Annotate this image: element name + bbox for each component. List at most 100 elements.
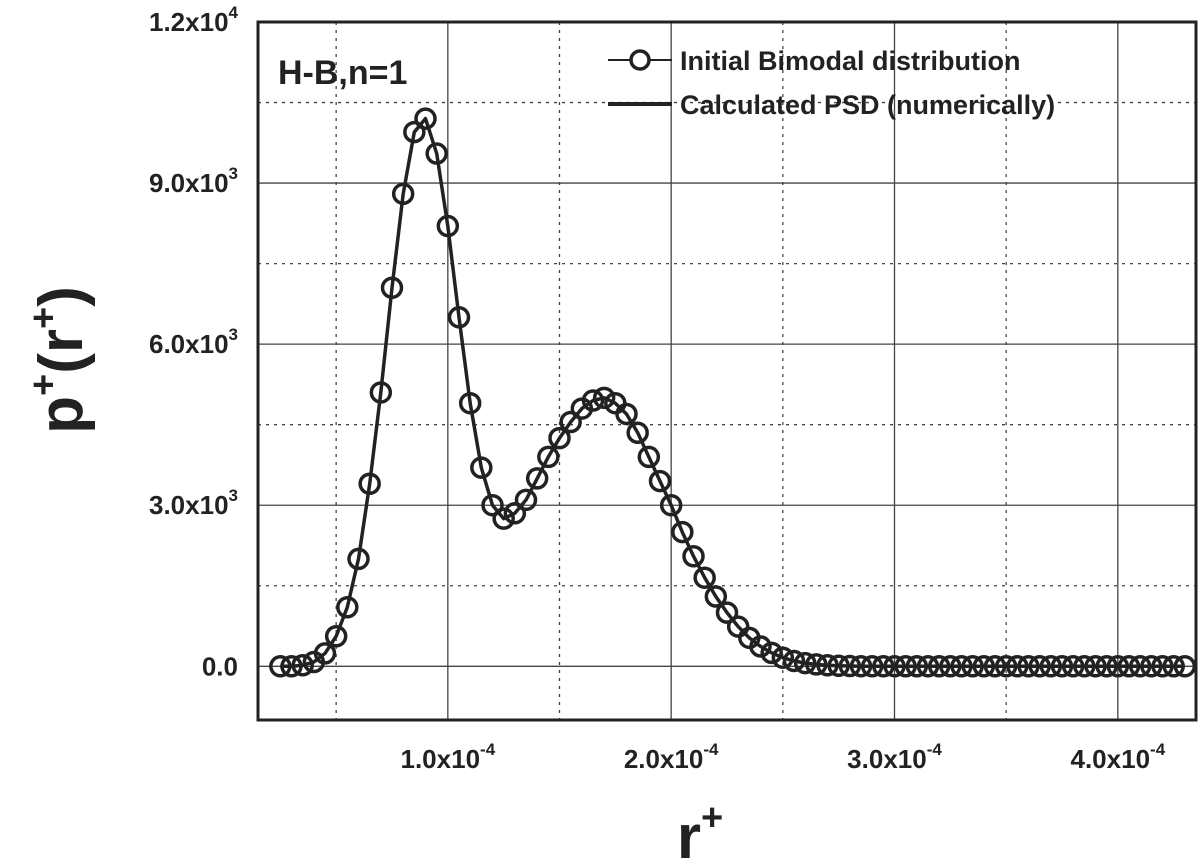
data-point-marker: [961, 655, 984, 678]
y-tick-label: 3.0x103: [149, 486, 238, 520]
y-tick-label: 6.0x103: [149, 325, 238, 359]
data-point-marker: [458, 391, 482, 415]
data-point-marker: [336, 595, 359, 619]
data-point-marker: [894, 655, 917, 678]
x-tick-label: 4.0x10-4: [1071, 740, 1166, 774]
y-tick-label: 9.0x103: [149, 164, 238, 198]
x-axis-tick-labels: 1.0x10-4 2.0x10-4 3.0x10-4 4.0x10-4: [401, 740, 1166, 774]
data-point-marker: [994, 655, 1018, 678]
data-point-marker: [380, 276, 404, 300]
initial-bimodal-markers: [269, 107, 1197, 678]
data-point-marker: [760, 641, 783, 665]
data-point-marker: [715, 601, 739, 624]
data-point-marker: [414, 107, 437, 130]
data-point-marker: [849, 654, 873, 678]
data-point-marker: [1061, 655, 1085, 678]
data-point-marker: [592, 386, 616, 410]
data-point-marker: [704, 585, 728, 608]
y-axis-tick-labels: 0.0 3.0x103 6.0x103 9.0x103 1.2x104: [149, 3, 239, 681]
data-point-marker: [726, 615, 750, 638]
annotation-label: H-B,n=1: [278, 54, 407, 92]
y-tick-label: 1.2x104: [149, 3, 239, 37]
data-point-marker: [1006, 655, 1029, 678]
series-layer: [269, 107, 1197, 678]
data-point-marker: [503, 502, 527, 525]
data-point-marker: [838, 654, 862, 678]
data-point-marker: [615, 402, 638, 426]
data-point-marker: [581, 389, 605, 412]
data-point-marker: [525, 467, 549, 490]
data-point-marker: [1050, 655, 1074, 678]
data-point-marker: [983, 655, 1007, 678]
data-point-marker: [771, 646, 795, 669]
calculated-psd-line: [280, 116, 1185, 669]
data-point-marker: [793, 651, 817, 675]
data-point-marker: [1017, 655, 1040, 678]
data-point-marker: [626, 421, 649, 444]
legend-marker-circle: [629, 49, 651, 71]
x-axis-title: r+: [677, 797, 723, 863]
data-point-marker: [872, 655, 895, 678]
data-point-marker: [391, 182, 415, 206]
x-tick-label: 1.0x10-4: [401, 740, 496, 774]
data-point-marker: [827, 654, 850, 678]
data-point-marker: [324, 624, 348, 648]
data-point-marker: [1162, 655, 1185, 678]
data-point-marker: [291, 653, 314, 677]
data-point-marker: [1106, 655, 1130, 678]
y-tick-label: 0.0: [202, 651, 238, 681]
data-point-marker: [313, 642, 337, 665]
data-point-marker: [1140, 655, 1163, 678]
data-point-marker: [693, 566, 716, 589]
data-point-marker: [1095, 655, 1118, 678]
data-point-marker: [637, 445, 661, 469]
data-point-marker: [671, 520, 694, 544]
data-point-marker: [492, 507, 515, 530]
data-point-marker: [805, 653, 828, 676]
data-point-marker: [447, 306, 471, 329]
x-tick-label: 2.0x10-4: [624, 740, 719, 774]
data-point-marker: [470, 456, 493, 479]
data-point-marker: [514, 488, 538, 512]
data-point-marker: [559, 410, 582, 434]
data-point-marker: [927, 655, 951, 678]
data-point-marker: [1117, 655, 1141, 678]
data-point-marker: [782, 649, 806, 673]
data-point-marker: [358, 472, 381, 496]
data-point-marker: [548, 426, 571, 450]
legend-label-calculated: Calculated PSD (numerically): [680, 90, 1055, 120]
data-point-marker: [269, 655, 292, 678]
data-point-marker: [1084, 655, 1107, 678]
data-point-marker: [369, 381, 393, 404]
data-point-marker: [1039, 655, 1063, 678]
data-point-marker: [436, 214, 460, 238]
data-point-marker: [816, 653, 839, 677]
x-tick-label: 3.0x10-4: [847, 740, 942, 774]
data-point-marker: [905, 655, 929, 678]
data-point-marker: [659, 493, 683, 517]
data-point-marker: [682, 544, 705, 568]
data-point-marker: [481, 493, 504, 517]
data-point-marker: [347, 547, 370, 571]
data-point-marker: [916, 655, 940, 678]
data-point-marker: [1073, 655, 1096, 678]
data-point-marker: [280, 655, 303, 678]
y-axis-title: p+(r+): [23, 286, 96, 434]
data-point-marker: [1173, 655, 1197, 678]
data-point-marker: [648, 469, 672, 493]
data-point-marker: [950, 655, 973, 678]
data-point-marker: [403, 120, 426, 144]
data-point-marker: [749, 635, 772, 658]
data-point-marker: [1128, 655, 1152, 678]
data-point-marker: [860, 655, 884, 678]
data-point-marker: [939, 655, 962, 678]
legend-label-initial: Initial Bimodal distribution: [680, 46, 1021, 76]
legend: Initial Bimodal distribution Calculated …: [608, 46, 1055, 120]
data-point-marker: [1028, 655, 1051, 678]
data-point-marker: [537, 445, 560, 469]
data-point-marker: [972, 655, 996, 678]
data-point-marker: [425, 142, 448, 165]
plot-area-frame: [256, 20, 1198, 722]
data-point-marker: [1151, 655, 1174, 678]
